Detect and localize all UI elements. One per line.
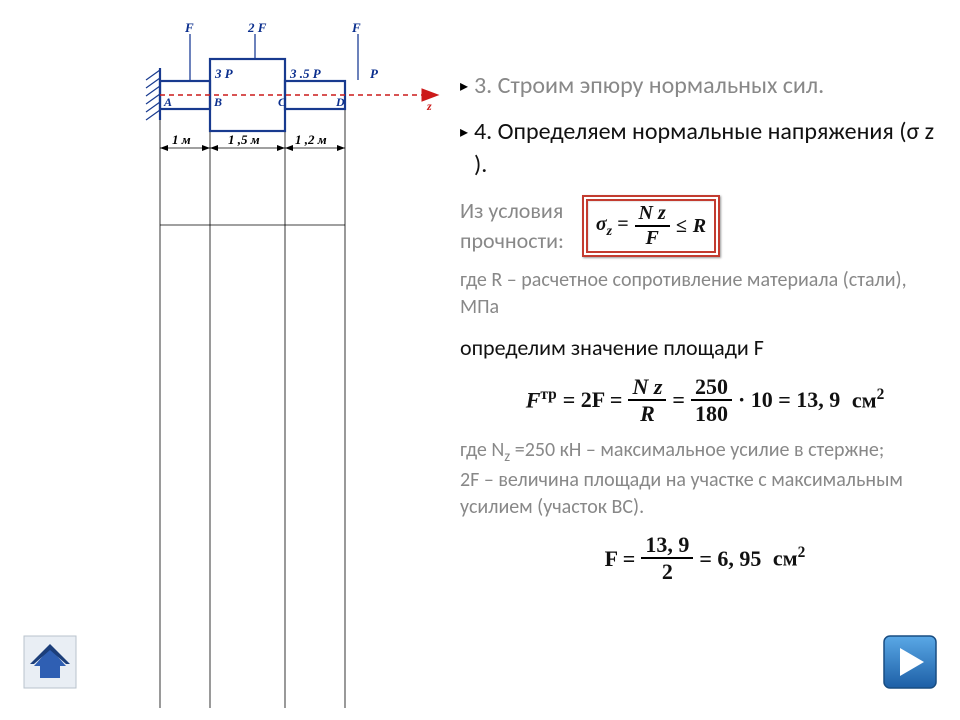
bullet-icon: ▸ — [460, 70, 474, 98]
F-label-2: F — [351, 20, 361, 35]
next-icon[interactable] — [882, 634, 938, 690]
pt-D: D — [335, 95, 345, 109]
P-label-0: 3 P — [214, 66, 234, 81]
content-text: ▸ 3. Строим эпюру нормальных сил. ▸ 4. О… — [460, 70, 950, 595]
dim-2: 1 ,2 м — [295, 132, 327, 147]
strength-condition: Из условия прочности: σz = N z F ≤ R — [460, 195, 950, 257]
F-label-0: F — [184, 20, 194, 35]
P-label-1: 3 .5 P — [289, 66, 322, 81]
pt-C: C — [278, 95, 287, 109]
pt-B: B — [213, 95, 222, 109]
dim-1: 1 ,5 м — [228, 132, 260, 147]
step4-text: 4. Определяем нормальные напряжения (σ z… — [474, 116, 950, 181]
dim-0: 1 м — [172, 132, 191, 147]
Nz-definition: где Nz =250 кН – максимальное усилие в с… — [460, 437, 950, 521]
R-definition: где R – расчетное сопротивление материал… — [460, 267, 950, 321]
cond-label-2: прочности: — [460, 227, 564, 254]
step-4: ▸ 4. Определяем нормальные напряжения (σ… — [460, 116, 950, 181]
beam-diagram: z F 2 F F 3 P 3 .5 P P A B C D 1 м 1 ,5 … — [130, 20, 440, 710]
F-definition: определим значение площади F — [460, 333, 950, 363]
z-axis-label: z — [426, 99, 432, 113]
step-3: ▸ 3. Строим эпюру нормальных сил. — [460, 70, 950, 102]
F-label-1: 2 F — [247, 20, 267, 35]
pt-A: A — [163, 95, 172, 109]
diagram-container: z F 2 F F 3 P 3 .5 P P A B C D 1 м 1 ,5 … — [130, 20, 440, 710]
P-label-2: P — [370, 66, 379, 81]
sigma-formula-box: σz = N z F ≤ R — [582, 195, 720, 257]
cond-label-1: Из условия — [460, 197, 563, 224]
home-icon[interactable] — [22, 634, 78, 690]
eq-Ftr: Fтр = 2F = N z R = 250 180 · 10 = 13, 9 … — [460, 375, 950, 425]
step3-text: 3. Строим эпюру нормальных сил. — [474, 70, 950, 102]
bullet-icon: ▸ — [460, 116, 474, 144]
eq-F-final: F = 13, 9 2 = 6, 95 см2 — [460, 533, 950, 583]
